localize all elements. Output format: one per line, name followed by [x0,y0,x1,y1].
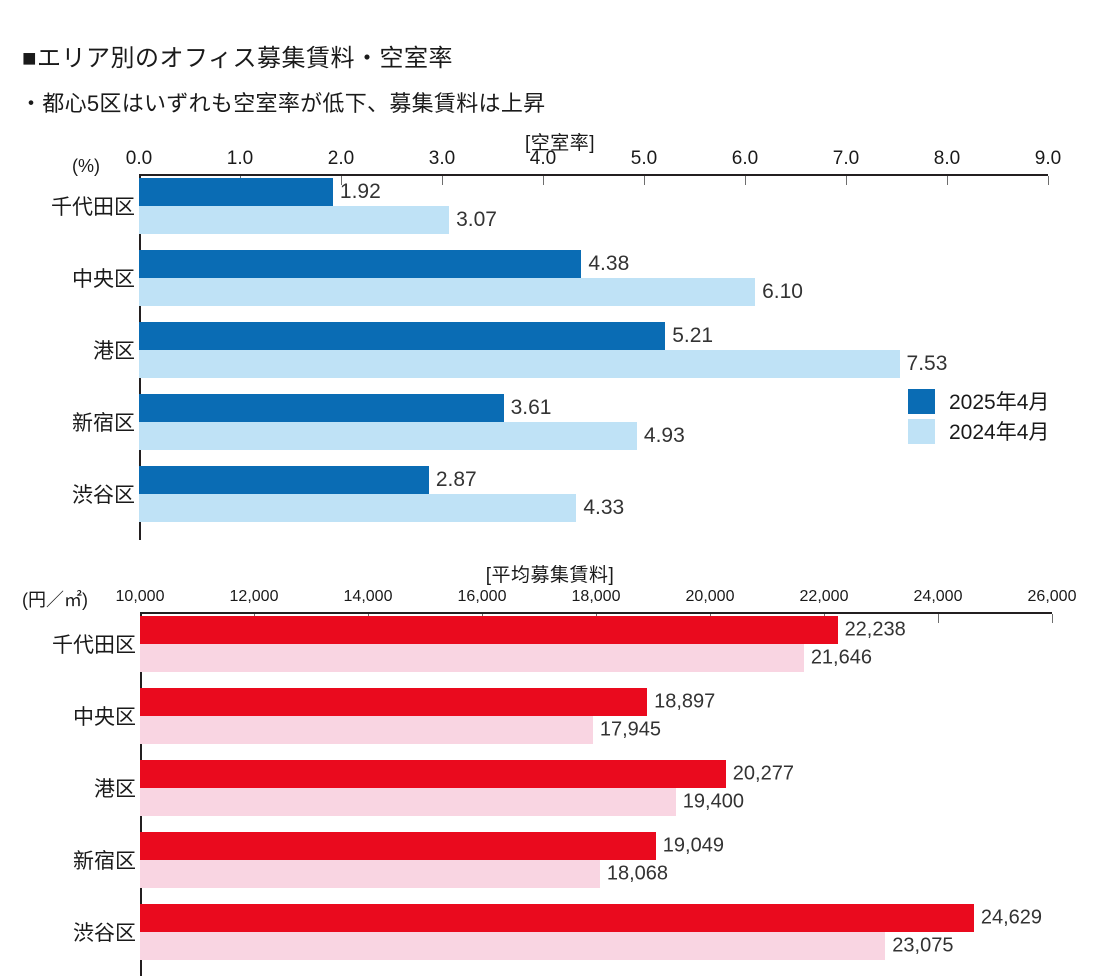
axis-tick-label: 7.0 [832,148,860,169]
axis-tick-label: 18,000 [571,588,621,605]
bar [139,278,756,306]
bar-value-label: 20,277 [732,762,794,785]
bar [140,616,838,644]
category-label: 千代田区 [52,634,136,657]
axis-tick-label: 22,000 [799,588,849,605]
axis-tick-label: 9.0 [1034,148,1062,169]
axis-tick-label: 1.0 [226,148,254,169]
bar [140,760,726,788]
bar-value-label: 5.21 [672,324,714,347]
bar [139,394,504,422]
axis-tick-label: 24,000 [913,588,963,605]
bar-value-label: 2.87 [435,468,477,491]
bar [140,688,648,716]
vacancy-unit-label: (%) [72,156,100,176]
bar-value-label: 23,075 [892,934,954,957]
vacancy-chart-caption: [空室率] [524,133,596,154]
category-label: 新宿区 [72,412,135,435]
bar-value-label: 18,068 [606,862,669,885]
bar [140,832,656,860]
legend-swatch-icon [908,388,935,414]
category-label: 中央区 [73,706,136,729]
axis-tick-label: 26,000 [1027,588,1077,605]
legend-item[interactable]: 2025年4月 [908,386,1049,416]
axis-tick-label: 12,000 [229,588,279,605]
axis-tick [1048,176,1049,185]
vacancy-legend: 2025年4月 2024年4月 [908,386,1049,446]
bar [140,788,676,816]
legend-label: 2025年4月 [949,391,1050,414]
bar [140,904,974,932]
bar [139,466,429,494]
legend-label: 2024年4月 [949,421,1050,444]
axis-tick [745,176,746,185]
bar-value-label: 19,049 [662,834,724,857]
category-label: 渋谷区 [72,484,135,507]
axis-tick [938,614,939,623]
bar [139,250,582,278]
axis-tick-label: 5.0 [630,148,658,169]
average-rent-chart: [平均募集賃料] (円／㎡) 10,000 12,000 14,000 16,000 1… [0,560,1120,976]
bar-value-label: 4.33 [583,496,625,519]
axis-tick-label: 2.0 [327,148,355,169]
axis-tick [1052,614,1053,623]
axis-tick-label: 10,000 [115,588,165,605]
axis-line [140,612,1052,614]
category-label: 港区 [93,340,135,363]
bar-value-label: 3.07 [456,208,497,231]
axis-tick-label: 8.0 [933,148,961,169]
axis-tick-label: 0.0 [125,148,153,169]
bar [139,494,577,522]
bar [139,178,333,206]
axis-tick [341,176,342,185]
category-label: 千代田区 [51,196,135,219]
bar [140,932,886,960]
bar-value-label: 3.61 [510,396,552,419]
bar-value-label: 21,646 [810,646,872,669]
rent-chart-caption: [平均募集賃料] [485,565,615,586]
axis-tick [947,176,948,185]
bar [139,206,450,234]
bar-value-label: 24,629 [980,906,1043,929]
vacancy-rate-chart: [空室率] (%) 0.0 1.0 2.0 3.0 4.0 5.0 6.0 7.0 8.0 9.0… [0,128,1120,548]
bar [139,350,900,378]
bar [139,422,637,450]
bar-value-label: 18,897 [654,690,716,713]
bar-value-label: 19,400 [682,790,744,813]
bar [140,716,593,744]
axis-tick-label: 16,000 [457,588,507,605]
category-label: 中央区 [72,268,135,291]
rent-unit-label: (円／㎡) [22,590,88,610]
page-title: ■エリア別のオフィス募集賃料・空室率 [22,45,454,72]
bar [140,644,804,672]
axis-tick-label: 20,000 [685,588,735,605]
bar-value-label: 6.10 [762,280,803,303]
axis-line [139,174,1048,176]
legend-swatch-icon [908,418,935,444]
axis-tick [846,176,847,185]
category-label: 渋谷区 [73,922,136,945]
bar-value-label: 7.53 [906,352,948,375]
axis-tick-label: 6.0 [731,148,759,169]
axis-tick [543,176,544,185]
axis-tick [644,176,645,185]
bar [139,322,666,350]
bar-value-label: 22,238 [844,618,906,641]
category-label: 新宿区 [73,850,136,873]
legend-item[interactable]: 2024年4月 [908,416,1049,446]
bar [140,860,600,888]
category-label: 港区 [94,778,136,801]
bar-value-label: 17,945 [599,718,662,741]
page-subtitle: ・都心5区はいずれも空室率が低下、募集賃料は上昇 [20,91,546,116]
axis-tick-label: 14,000 [343,588,393,605]
axis-tick-label: 3.0 [428,148,456,169]
bar-value-label: 4.93 [643,424,685,447]
bar-value-label: 4.38 [588,252,630,275]
bar-value-label: 1.92 [339,180,381,203]
axis-tick-label: 4.0 [529,148,557,169]
axis-tick [442,176,443,185]
